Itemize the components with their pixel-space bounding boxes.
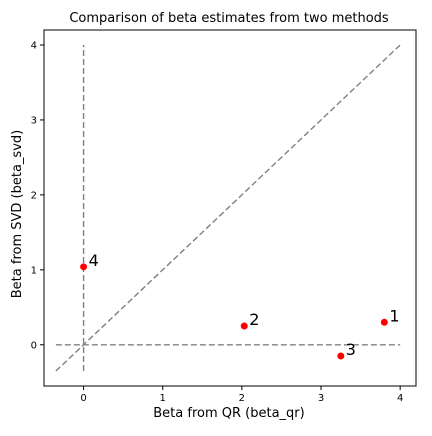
x-tick-label: 3 xyxy=(318,393,324,404)
axes-frame xyxy=(43,29,417,387)
y-axis-label: Beta from SVD (beta_svd) xyxy=(10,130,25,298)
chart-title: Comparison of beta estimates from two me… xyxy=(69,11,389,26)
data-point-label-2: 2 xyxy=(249,310,259,329)
x-axis-label: Beta from QR (beta_qr) xyxy=(153,406,304,421)
data-point-2 xyxy=(240,322,248,330)
y-tick-label: 4 xyxy=(31,40,37,51)
x-tick-label: 4 xyxy=(397,393,403,404)
x-tick-label: 0 xyxy=(80,393,86,404)
data-point-label-4: 4 xyxy=(89,251,99,270)
y-tick-label: 0 xyxy=(31,340,37,351)
data-point-1 xyxy=(380,318,388,326)
data-point-3 xyxy=(337,352,345,360)
data-point-label-3: 3 xyxy=(346,340,356,359)
y-tick-label: 2 xyxy=(31,190,37,201)
x-tick-label: 2 xyxy=(239,393,245,404)
y-tick-label: 3 xyxy=(31,115,37,126)
data-point-4 xyxy=(80,263,88,271)
diagonal-reference-line xyxy=(55,44,401,372)
plot-area: 0 1 2 3 4 0 1 2 3 4 1 2 3 4 xyxy=(31,29,417,404)
y-tick-label: 1 xyxy=(31,265,37,276)
data-point-label-1: 1 xyxy=(389,306,399,325)
x-tick-label: 1 xyxy=(160,393,166,404)
